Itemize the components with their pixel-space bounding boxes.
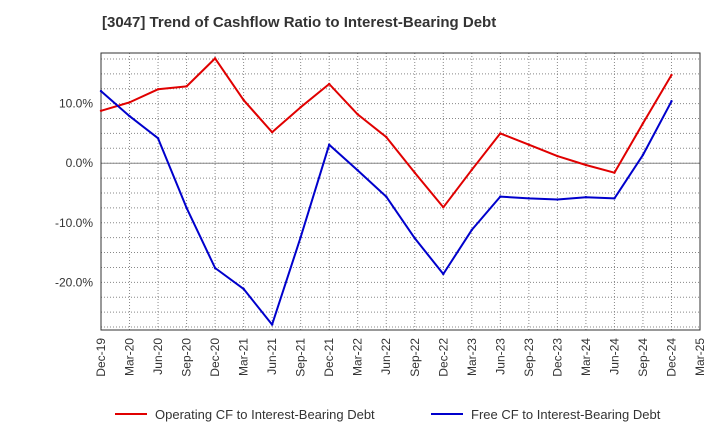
data-point bbox=[613, 171, 616, 174]
data-point bbox=[356, 113, 359, 116]
series-lines bbox=[99, 57, 673, 326]
x-tick-label: Jun-21 bbox=[265, 338, 279, 375]
x-tick-label: Mar-24 bbox=[579, 338, 593, 376]
x-tick-label: Jun-24 bbox=[607, 338, 621, 375]
data-point bbox=[185, 206, 188, 210]
x-tick-label: Sep-20 bbox=[180, 338, 194, 377]
data-point bbox=[299, 106, 302, 109]
data-point bbox=[213, 266, 217, 270]
x-tick-label: Jun-20 bbox=[151, 338, 165, 375]
data-point bbox=[327, 82, 331, 86]
plot-frame bbox=[100, 52, 701, 331]
data-point bbox=[556, 198, 559, 201]
data-point bbox=[385, 135, 388, 139]
data-point bbox=[613, 197, 616, 200]
data-point bbox=[185, 85, 188, 88]
y-tick-label: 10.0% bbox=[59, 97, 93, 111]
x-tick-label: Dec-23 bbox=[550, 338, 564, 377]
grid bbox=[100, 53, 701, 330]
legend-label: Operating CF to Interest-Bearing Debt bbox=[155, 407, 375, 422]
x-tick-label: Mar-22 bbox=[351, 338, 365, 376]
data-point bbox=[242, 98, 245, 102]
data-point bbox=[156, 88, 160, 91]
data-point bbox=[99, 89, 103, 93]
data-point bbox=[641, 153, 645, 157]
data-point bbox=[442, 272, 445, 276]
x-tick-label: Sep-22 bbox=[408, 338, 422, 377]
data-point bbox=[327, 143, 331, 146]
axes: 10.0% 0.0% -10.0% -20.0% Dec-19 Mar-20 Jun-20 S… bbox=[55, 52, 707, 377]
x-tick-label: Dec-21 bbox=[322, 338, 336, 377]
x-tick-label: Jun-22 bbox=[379, 338, 393, 375]
y-tick-label: -20.0% bbox=[55, 275, 93, 289]
chart-title: [3047] Trend of Cashflow Ratio to Intere… bbox=[102, 14, 497, 31]
data-point bbox=[128, 101, 131, 104]
x-tick-label: Mar-25 bbox=[693, 338, 707, 376]
data-point bbox=[584, 195, 588, 199]
x-tick-label: Mar-20 bbox=[123, 338, 137, 376]
x-tick-label: Sep-23 bbox=[522, 338, 536, 377]
x-tick-label: Dec-24 bbox=[664, 338, 678, 377]
data-point bbox=[413, 237, 416, 240]
data-point bbox=[299, 235, 302, 239]
x-tick-label: Mar-21 bbox=[237, 338, 251, 376]
x-tick-label: Mar-23 bbox=[465, 338, 479, 376]
data-point bbox=[270, 323, 274, 326]
data-point bbox=[356, 169, 359, 172]
data-point bbox=[413, 171, 416, 174]
x-tick-label: Sep-24 bbox=[636, 338, 650, 377]
data-point bbox=[128, 114, 131, 118]
data-point bbox=[156, 136, 160, 140]
data-point bbox=[99, 109, 103, 112]
data-point bbox=[670, 73, 673, 77]
data-point bbox=[470, 168, 474, 171]
x-tick-label: Dec-22 bbox=[436, 338, 450, 377]
legend: Operating CF to Interest-Bearing Debt Fre… bbox=[115, 407, 661, 422]
data-point bbox=[527, 143, 531, 146]
data-point bbox=[385, 195, 388, 198]
data-point bbox=[641, 122, 645, 125]
y-tick-label: 0.0% bbox=[66, 156, 94, 170]
data-point bbox=[270, 131, 274, 134]
x-tick-label: Dec-20 bbox=[208, 338, 222, 377]
legend-label: Free CF to Interest-Bearing Debt bbox=[471, 407, 661, 422]
x-tick-label: Sep-21 bbox=[294, 338, 308, 377]
x-tick-label: Dec-19 bbox=[94, 338, 108, 377]
data-point bbox=[670, 100, 673, 103]
data-point bbox=[499, 195, 502, 198]
data-point bbox=[527, 197, 531, 200]
y-tick-label: -10.0% bbox=[55, 216, 93, 230]
data-point bbox=[584, 163, 588, 167]
data-point bbox=[242, 287, 245, 291]
x-tick-label: Jun-23 bbox=[493, 338, 507, 375]
data-point bbox=[499, 132, 502, 135]
data-point bbox=[213, 57, 217, 60]
data-point bbox=[442, 206, 445, 209]
data-point bbox=[556, 154, 559, 158]
data-point bbox=[470, 228, 474, 232]
